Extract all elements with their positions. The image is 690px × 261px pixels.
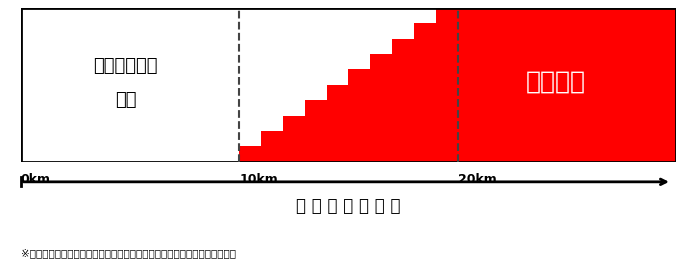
- Bar: [239, 146, 261, 162]
- Text: 可能: 可能: [115, 91, 137, 109]
- Bar: [305, 100, 326, 162]
- Bar: [414, 23, 436, 162]
- Bar: [392, 39, 414, 162]
- Bar: [283, 116, 305, 162]
- Bar: [348, 69, 371, 162]
- Bar: [436, 8, 457, 162]
- Bar: [326, 85, 348, 162]
- Bar: [371, 54, 392, 162]
- Bar: [261, 131, 283, 162]
- Text: 帰宅困難: 帰宅困難: [526, 70, 586, 94]
- Bar: [457, 8, 676, 162]
- Text: 10km: 10km: [239, 173, 278, 186]
- Text: 0km: 0km: [21, 173, 50, 186]
- Text: 徒歩で帰宅が: 徒歩で帰宅が: [93, 57, 158, 75]
- Text: 20km: 20km: [457, 173, 496, 186]
- Text: 自 宅 ま で の 距 離: 自 宅 ま で の 距 離: [296, 197, 401, 215]
- Text: ※ただし、年齢や外出先での状況等により、差異があるものと考えられます: ※ただし、年齢や外出先での状況等により、差異があるものと考えられます: [21, 248, 236, 258]
